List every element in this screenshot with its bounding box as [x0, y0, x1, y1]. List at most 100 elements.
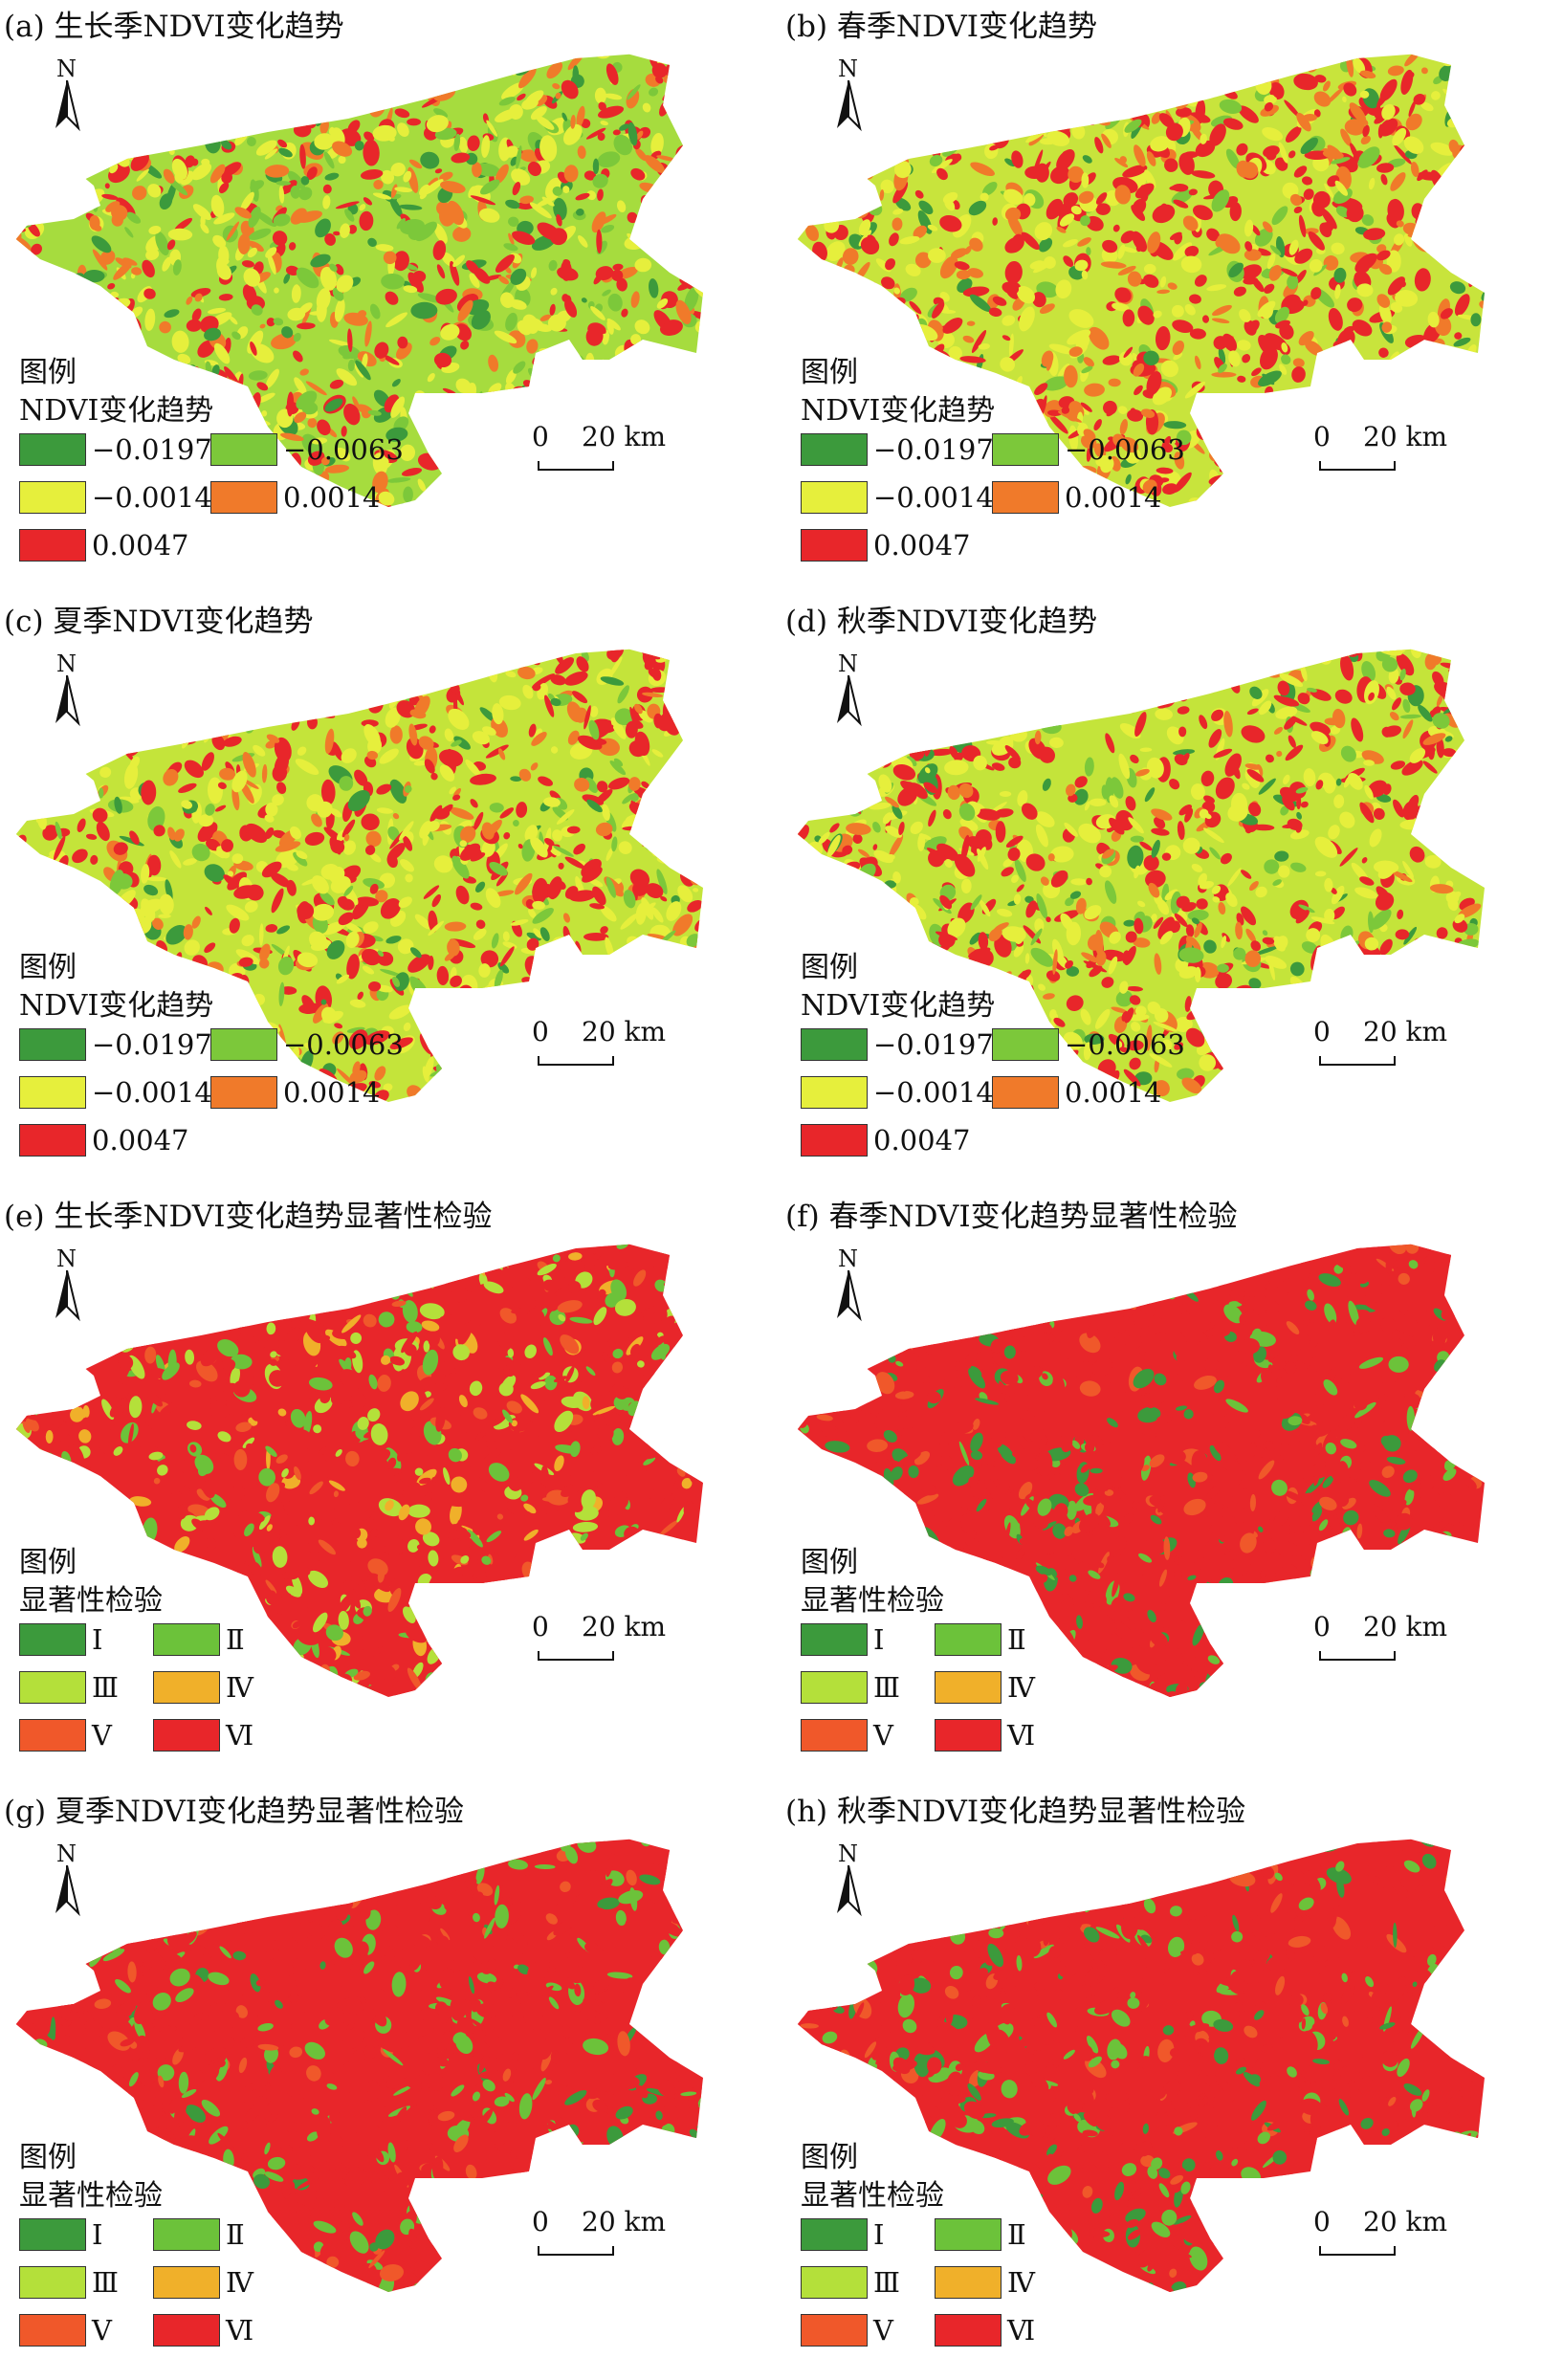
legend-item: Ⅴ [801, 1716, 893, 1754]
legend-item: Ⅳ [153, 2263, 253, 2302]
scale-bar: 0 20 km [532, 2206, 666, 2263]
scale-zero: 0 [532, 1016, 549, 1047]
legend: 图例 显著性检验 Ⅰ Ⅱ Ⅲ Ⅳ Ⅴ Ⅵ [19, 2139, 421, 2359]
panel-title: (e) 生长季NDVI变化趋势显著性检验 [4, 1200, 493, 1234]
legend-subtitle: 显著性检验 [801, 2179, 944, 2213]
scale-distance: 20 km [1363, 421, 1448, 452]
legend-label: 0.0014 [1065, 1076, 1162, 1109]
legend-item: 0.0014 [210, 478, 380, 517]
scale-zero: 0 [1313, 1016, 1331, 1047]
legend-label: Ⅲ [873, 2266, 900, 2299]
scale-bar: 0 20 km [532, 1611, 666, 1668]
legend-swatch [19, 1719, 86, 1752]
map-panel-g: (g) 夏季NDVI变化趋势显著性检验 N 图例 显著性检验 Ⅰ Ⅱ Ⅲ Ⅳ Ⅴ Ⅵ 0 20 km [0, 1785, 782, 2380]
legend-label: Ⅴ [873, 1719, 893, 1752]
scale-zero: 0 [1313, 1611, 1331, 1642]
legend-swatch [19, 529, 86, 562]
legend-label: −0.0063 [1065, 1028, 1185, 1061]
legend-swatch [210, 481, 277, 514]
legend-subtitle: 显著性检验 [801, 1584, 944, 1618]
legend: 图例 NDVI变化趋势 −0.0197 −0.0063 −0.0014 0.0014 0.0… [801, 949, 1202, 1169]
region-map [15, 1839, 704, 2292]
legend-item: −0.0014 [801, 1073, 994, 1112]
legend-label: Ⅰ [873, 2218, 885, 2251]
legend-swatch [19, 433, 86, 466]
legend-label: Ⅲ [92, 1671, 119, 1704]
scale-distance: 20 km [582, 1611, 667, 1642]
legend-label: −0.0063 [283, 1028, 404, 1061]
legend-swatch [801, 529, 868, 562]
legend-item: Ⅰ [801, 1620, 884, 1659]
legend: 图例 NDVI变化趋势 −0.0197 −0.0063 −0.0014 0.0014 0.0… [19, 949, 421, 1169]
legend-item: −0.0014 [19, 1073, 212, 1112]
legend-item: Ⅴ [801, 2311, 893, 2349]
scale-zero: 0 [532, 1611, 549, 1642]
region-map [797, 649, 1485, 1102]
legend-label: Ⅱ [1007, 1623, 1026, 1656]
legend-swatch [801, 481, 868, 514]
legend-label: −0.0014 [873, 481, 994, 514]
legend-swatch [992, 433, 1059, 466]
scale-bar: 0 20 km [1313, 421, 1447, 478]
north-label: N [56, 55, 77, 82]
legend-label: Ⅱ [1007, 2218, 1026, 2251]
north-label: N [838, 55, 858, 82]
legend: 图例 显著性检验 Ⅰ Ⅱ Ⅲ Ⅳ Ⅴ Ⅵ [19, 1544, 421, 1764]
legend-swatch [19, 1028, 86, 1061]
scale-zero: 0 [532, 421, 549, 452]
legend-item: −0.0063 [992, 1025, 1185, 1064]
legend-item: 0.0047 [801, 1121, 970, 1159]
legend-subtitle: NDVI变化趋势 [801, 394, 996, 428]
scale-zero: 0 [1313, 2206, 1331, 2237]
legend-label: Ⅳ [1007, 1671, 1035, 1704]
legend-swatch [153, 1719, 220, 1752]
legend: 图例 NDVI变化趋势 −0.0197 −0.0063 −0.0014 0.0014 0.0… [19, 354, 421, 574]
north-label: N [56, 1245, 77, 1272]
scale-bar: 0 20 km [1313, 2206, 1447, 2263]
legend: 图例 显著性检验 Ⅰ Ⅱ Ⅲ Ⅳ Ⅴ Ⅵ [801, 1544, 1202, 1764]
legend-label: Ⅱ [226, 2218, 245, 2251]
legend-label: −0.0063 [283, 433, 404, 466]
legend-swatch [935, 1623, 1002, 1656]
legend-label: 0.0014 [283, 481, 381, 514]
scale-distance: 20 km [582, 1016, 667, 1047]
scale-bar: 0 20 km [532, 421, 666, 478]
legend-item: −0.0197 [19, 430, 212, 469]
legend-swatch [801, 1671, 868, 1704]
legend-swatch [801, 1623, 868, 1656]
north-label: N [56, 1840, 77, 1867]
legend-label: Ⅵ [1007, 2314, 1036, 2347]
legend-label: 0.0014 [1065, 481, 1162, 514]
legend-title: 图例 [801, 951, 858, 984]
legend-swatch [801, 433, 868, 466]
legend-item: Ⅲ [19, 2263, 119, 2302]
north-arrow-icon: N [829, 55, 868, 132]
legend-label: Ⅱ [226, 1623, 245, 1656]
region-map [797, 1244, 1485, 1697]
legend-label: 0.0047 [92, 1124, 189, 1157]
legend-item: 0.0014 [992, 478, 1161, 517]
scale-bar: 0 20 km [1313, 1016, 1447, 1073]
legend-subtitle: NDVI变化趋势 [19, 989, 214, 1023]
legend-label: Ⅵ [1007, 1719, 1036, 1752]
legend-label: Ⅴ [92, 1719, 112, 1752]
legend-label: 0.0014 [283, 1076, 381, 1109]
region-map [797, 54, 1485, 508]
legend-swatch [19, 1124, 86, 1157]
legend-item: Ⅵ [153, 1716, 253, 1754]
legend-item: Ⅵ [935, 1716, 1035, 1754]
legend-item: Ⅰ [19, 2215, 102, 2254]
scale-bar: 0 20 km [532, 1016, 666, 1073]
legend-item: −0.0063 [992, 430, 1185, 469]
scale-distance: 20 km [1363, 1611, 1448, 1642]
legend-label: −0.0197 [873, 1028, 994, 1061]
legend-title: 图例 [19, 1546, 77, 1579]
legend-label: Ⅲ [92, 2266, 119, 2299]
legend-label: −0.0063 [1065, 433, 1185, 466]
legend-swatch [801, 1124, 868, 1157]
legend-label: Ⅵ [226, 2314, 254, 2347]
legend-swatch [935, 1671, 1002, 1704]
panel-title: (d) 秋季NDVI变化趋势 [785, 605, 1097, 639]
legend-label: Ⅳ [1007, 2266, 1035, 2299]
legend-swatch [19, 2314, 86, 2347]
